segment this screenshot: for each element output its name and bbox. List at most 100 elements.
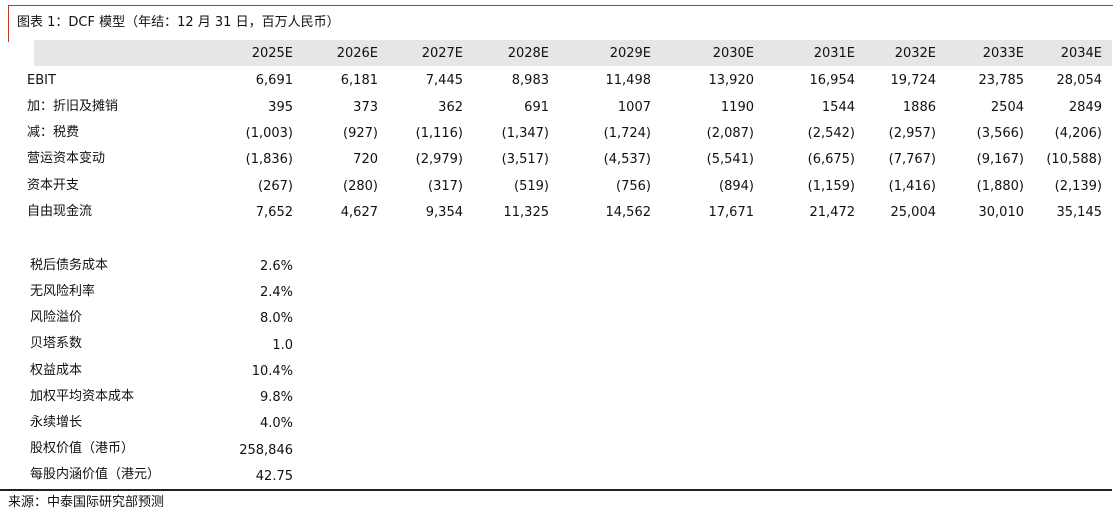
assumption-value: 4.0%	[259, 416, 293, 431]
table-cell: 1544	[821, 100, 855, 115]
table-cell: (10,588)	[1046, 152, 1102, 167]
table-cell: (7,767)	[888, 152, 936, 167]
dcf-table-frame: 图表 1：DCF 模型（年结：12 月 31 日，百万人民币）	[8, 5, 1113, 491]
year-header: 2027E	[421, 46, 463, 61]
table-cell: (519)	[514, 179, 549, 194]
table-cell: 28,054	[1056, 73, 1103, 88]
table-cell: 16,954	[809, 73, 856, 88]
table-cell: 720	[353, 152, 378, 167]
assumption-label: 加权平均资本成本	[30, 389, 135, 404]
assumption-value: 2.4%	[259, 285, 293, 300]
table-cell: (756)	[616, 179, 651, 194]
table-cell: 35,145	[1056, 205, 1103, 220]
table-cell: (1,159)	[807, 179, 855, 194]
assumption-value: 10.4%	[251, 364, 293, 379]
row-label-capex: 资本开支	[27, 178, 80, 193]
table-cell: 1886	[902, 100, 936, 115]
table-cell: (2,957)	[888, 126, 936, 141]
table-cell: 7,652	[255, 205, 293, 220]
year-header: 2030E	[712, 46, 754, 61]
table-cell: (1,880)	[976, 179, 1024, 194]
table-cell: 19,724	[890, 73, 937, 88]
table-cell: 30,010	[978, 205, 1025, 220]
table-cell: (1,416)	[888, 179, 936, 194]
table-cell: 7,445	[425, 73, 463, 88]
table-cell: (2,542)	[807, 126, 855, 141]
year-header: 2033E	[982, 46, 1024, 61]
table-cell: (1,836)	[245, 152, 293, 167]
table-cell: 691	[524, 100, 549, 115]
table-cell: 25,004	[890, 205, 937, 220]
table-cell: (3,517)	[501, 152, 549, 167]
assumption-value: 258,846	[239, 443, 293, 458]
source-note: 来源：中泰国际研究部预测	[8, 495, 165, 510]
table-cell: (9,167)	[976, 152, 1024, 167]
year-header: 2028E	[507, 46, 549, 61]
table-cell: 21,472	[809, 205, 856, 220]
table-cell: 6,691	[255, 73, 293, 88]
table-cell: 1190	[720, 100, 754, 115]
table-cell: 11,498	[605, 73, 652, 88]
row-label-ebit: EBIT	[27, 73, 56, 88]
table-cell: 4,627	[340, 205, 378, 220]
table-cell: 2849	[1068, 100, 1102, 115]
table-cell: 9,354	[425, 205, 463, 220]
table-cell: 1007	[617, 100, 651, 115]
table-cell: (2,979)	[415, 152, 463, 167]
assumption-label: 权益成本	[30, 363, 83, 378]
year-header: 2032E	[894, 46, 936, 61]
table-cell: (894)	[719, 179, 754, 194]
table-cell: (1,116)	[415, 126, 463, 141]
row-label-da: 加：折旧及摊销	[27, 99, 119, 114]
table-cell: (2,087)	[706, 126, 754, 141]
assumption-label: 税后债务成本	[30, 258, 109, 273]
table-cell: 8,983	[511, 73, 549, 88]
year-header: 2025E	[251, 46, 293, 61]
table-cell: 373	[353, 100, 378, 115]
header-band	[34, 40, 1112, 66]
table-cell: (317)	[428, 179, 463, 194]
assumption-value: 8.0%	[259, 311, 293, 326]
assumption-value: 2.6%	[259, 259, 293, 274]
table-cell: (267)	[258, 179, 293, 194]
table-cell: 23,785	[978, 73, 1025, 88]
assumption-label: 股权价值（港币）	[30, 441, 135, 456]
year-header: 2034E	[1060, 46, 1102, 61]
bottom-rule	[0, 489, 1112, 491]
assumption-value: 42.75	[255, 469, 293, 484]
table-cell: (1,003)	[245, 126, 293, 141]
table-cell: (927)	[343, 126, 378, 141]
table-cell: 2504	[990, 100, 1024, 115]
table-cell: 13,920	[708, 73, 755, 88]
table-cell: 6,181	[340, 73, 378, 88]
assumption-label: 无风险利率	[30, 284, 96, 299]
year-header: 2026E	[336, 46, 378, 61]
table-cell: (4,206)	[1054, 126, 1102, 141]
year-header: 2031E	[813, 46, 855, 61]
assumption-value: 9.8%	[259, 390, 293, 405]
row-label-fcf: 自由现金流	[27, 204, 93, 219]
year-header: 2029E	[609, 46, 651, 61]
table-cell: (1,724)	[603, 126, 651, 141]
table-cell: (5,541)	[706, 152, 754, 167]
table-cell: (3,566)	[976, 126, 1024, 141]
table-cell: (2,139)	[1054, 179, 1102, 194]
table-cell: (6,675)	[807, 152, 855, 167]
assumption-label: 每股内涵价值（港元）	[30, 467, 161, 482]
assumption-value: 1.0	[272, 338, 293, 353]
table-cell: 17,671	[708, 205, 755, 220]
row-label-tax: 减：税费	[27, 125, 80, 140]
row-label-working-capital: 营运资本变动	[27, 151, 106, 166]
table-cell: (1,347)	[501, 126, 549, 141]
assumption-label: 风险溢价	[30, 310, 83, 325]
table-cell: (4,537)	[603, 152, 651, 167]
title-bar: 图表 1：DCF 模型（年结：12 月 31 日，百万人民币）	[8, 5, 1113, 42]
table-cell: 395	[268, 100, 293, 115]
figure-title: 图表 1：DCF 模型（年结：12 月 31 日，百万人民币）	[17, 15, 340, 30]
table-cell: 11,325	[503, 205, 550, 220]
table-cell: (280)	[343, 179, 378, 194]
assumption-label: 永续增长	[30, 415, 83, 430]
assumption-label: 贝塔系数	[30, 336, 83, 351]
table-cell: 362	[438, 100, 463, 115]
table-cell: 14,562	[605, 205, 652, 220]
